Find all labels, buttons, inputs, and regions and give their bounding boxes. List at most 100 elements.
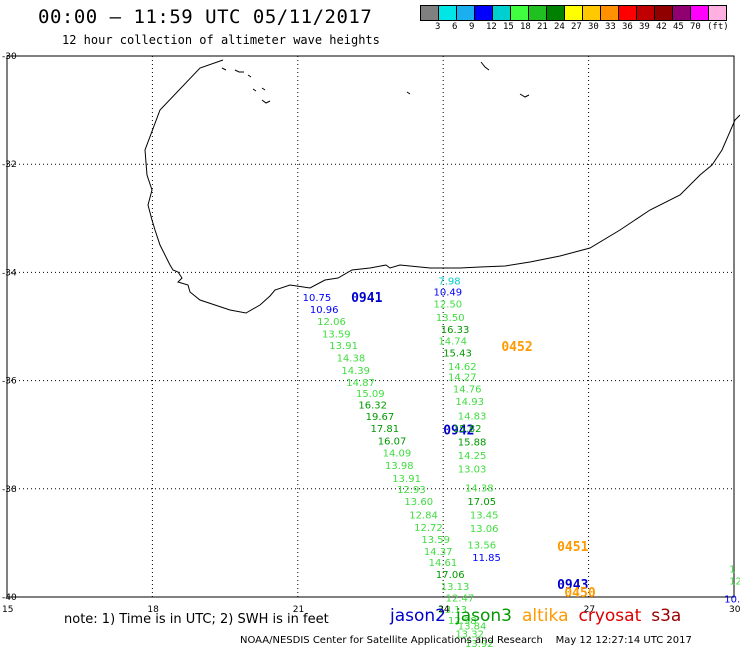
- wave-height-label: 10.75: [303, 293, 332, 304]
- color-scale-label: 3: [435, 22, 441, 32]
- wave-height-label: 15.43: [443, 348, 472, 359]
- wave-height-label: 14.62: [448, 362, 477, 373]
- wave-height-label: 13.06: [470, 524, 499, 535]
- credit-timestamp: May 12 12:27:14 UTC 2017: [555, 635, 692, 646]
- wave-height-label: 13.03: [458, 465, 487, 476]
- wave-height-label: 13.32: [455, 630, 484, 641]
- wave-height-label: 13.56: [467, 540, 496, 551]
- map-subtitle: 12 hour collection of altimeter wave hei…: [62, 33, 380, 47]
- wave-height-label: 16.33: [441, 325, 470, 336]
- legend-jason2: jason2: [390, 606, 446, 626]
- color-scale-label: 12: [486, 22, 497, 32]
- credit-org: NOAA/NESDIS Center for Satellite Applica…: [240, 635, 543, 646]
- pass-number-label: 0941: [351, 291, 382, 306]
- wave-height-label: 13.13: [438, 605, 467, 616]
- wave-height-label: 13.50: [436, 313, 465, 324]
- wave-height-label: 15.09: [356, 389, 385, 400]
- color-scale-label: 24: [554, 22, 565, 32]
- legend-cryosat: cryosat: [578, 606, 642, 626]
- lon-tick-label: 18: [147, 605, 159, 615]
- wave-height-label: 12.93: [397, 485, 426, 496]
- wave-height-label: 14.09: [383, 448, 412, 459]
- color-scale-label: 30: [588, 22, 599, 32]
- wave-height-label: 14.87: [346, 378, 375, 389]
- wave-height-label: 13.84: [458, 621, 487, 632]
- lat-tick-label: -40: [2, 593, 17, 603]
- wave-height-label: 12.50: [434, 300, 463, 311]
- legend-altika: altika: [522, 606, 569, 626]
- wave-height-label: 14.61: [429, 558, 458, 569]
- map-frame: [6, 55, 735, 598]
- color-scale-label: (ft): [707, 22, 729, 32]
- wave-height-label: 13.13: [441, 582, 470, 593]
- pass-number-label: 0451: [557, 540, 588, 555]
- wave-height-label: 16.07: [378, 436, 407, 447]
- wave-height-label: 10.: [724, 594, 740, 605]
- credit-line: NOAA/NESDIS Center for Satellite Applica…: [240, 635, 692, 646]
- wave-height-label: 13.91: [392, 474, 421, 485]
- wave-height-label: 12.84: [409, 511, 438, 522]
- wave-height-label: 19.67: [366, 412, 395, 423]
- wave-height-label: 10.96: [310, 305, 339, 316]
- wave-height-label: 1: [729, 565, 735, 576]
- color-scale-label: 21: [537, 22, 548, 32]
- pass-number-label: 0942: [443, 424, 474, 439]
- color-scale-label: 6: [452, 22, 458, 32]
- color-scale-bar: [420, 5, 727, 21]
- wave-height-label: 13.98: [385, 461, 414, 472]
- legend-jason3: jason3: [456, 606, 512, 626]
- lat-tick-label: -38: [2, 485, 17, 495]
- wave-height-label: 16.32: [358, 401, 387, 412]
- wave-height-label: 13.45: [470, 511, 499, 522]
- wave-height-label: 17.05: [467, 497, 496, 508]
- wave-height-label: 14.93: [455, 397, 484, 408]
- wave-height-label: 11.85: [472, 553, 501, 564]
- footnote: note: 1) Time is in UTC; 2) SWH is in fe…: [64, 612, 329, 627]
- color-scale-labels: 3 6 9 12 15 18 21 24 27 30 33 36 39 42 45 70 (ft): [421, 22, 740, 34]
- wave-height-label: 12.98: [448, 616, 477, 627]
- lat-tick-label: -34: [2, 268, 17, 278]
- pass-number-label: 0943: [557, 578, 588, 593]
- wave-height-label: 17.81: [371, 424, 400, 435]
- wave-height-label: 12.06: [317, 317, 346, 328]
- lat-lon-grid: [6, 55, 735, 598]
- wave-height-label: 14.83: [458, 412, 487, 423]
- wave-height-label: 13.92: [465, 639, 494, 650]
- wave-height-label: 15.88: [458, 438, 487, 449]
- satellite-legend: jason2 jason3 altika cryosat s3a: [390, 606, 691, 626]
- color-swatch: [708, 5, 727, 21]
- wave-height-label: 12: [729, 577, 740, 588]
- legend-s3a: s3a: [651, 606, 682, 626]
- lon-tick-label: 24: [438, 605, 450, 615]
- color-scale-label: 18: [520, 22, 531, 32]
- color-scale-label: 15: [503, 22, 514, 32]
- color-scale-label: 45: [673, 22, 684, 32]
- wave-height-label: 13.59: [421, 535, 450, 546]
- wave-height-label: 15.82: [453, 424, 482, 435]
- lat-tick-label: -32: [2, 160, 17, 170]
- wave-height-label: 13.91: [329, 341, 358, 352]
- lon-tick-label: 30: [729, 605, 740, 615]
- wave-height-label: 13.60: [404, 497, 433, 508]
- wave-height-label: 14.37: [424, 547, 453, 558]
- wave-height-label: 14.27: [448, 373, 477, 384]
- wave-height-label: 14.38: [337, 354, 366, 365]
- color-scale-label: 9: [469, 22, 475, 32]
- wave-height-label: 13.59: [322, 329, 351, 340]
- wave-height-label: 14.74: [438, 336, 467, 347]
- wave-height-label: 17.06: [436, 570, 465, 581]
- color-scale-label: 36: [622, 22, 633, 32]
- lat-tick-label: -36: [2, 377, 17, 387]
- coastline: [144, 59, 740, 314]
- wave-height-label: 10.49: [434, 288, 463, 299]
- wave-height-label: 14.38: [465, 484, 494, 495]
- pass-number-label: 0450: [564, 586, 595, 601]
- color-scale-label: 70: [690, 22, 701, 32]
- wave-height-label: 12.72: [414, 523, 443, 534]
- wave-height-label: 14.25: [458, 451, 487, 462]
- color-scale-label: 42: [656, 22, 667, 32]
- color-scale-label: 27: [571, 22, 582, 32]
- lon-tick-label: 27: [584, 605, 595, 615]
- lon-tick-label: 21: [293, 605, 304, 615]
